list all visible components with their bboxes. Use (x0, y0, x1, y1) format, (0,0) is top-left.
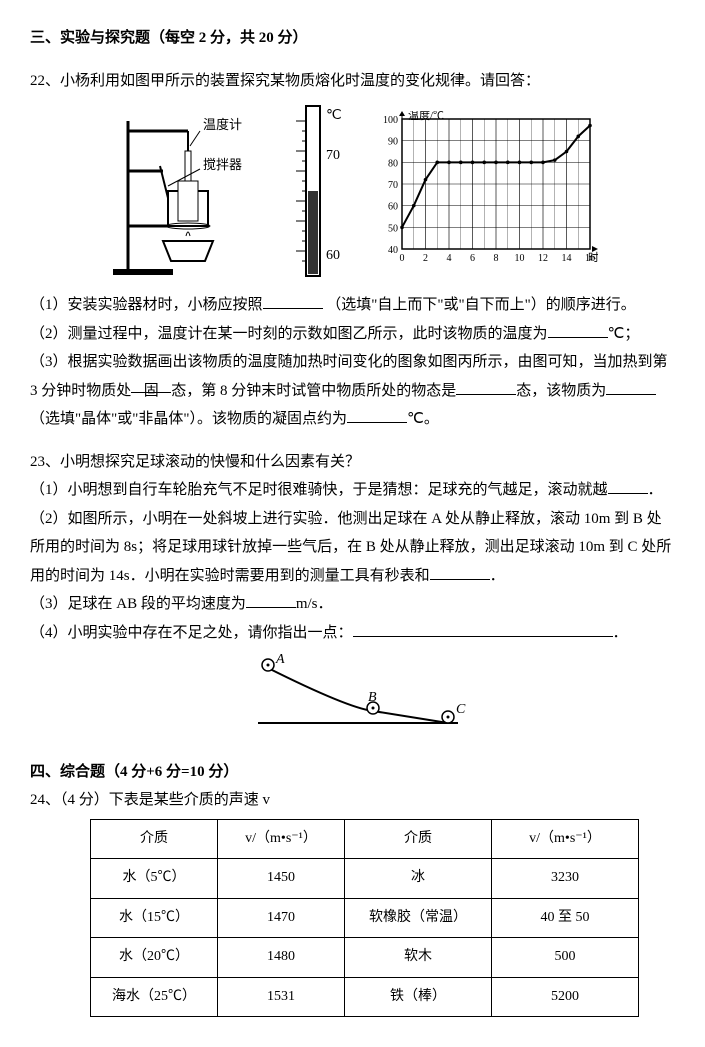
table-cell: 40 至 50 (492, 898, 639, 938)
svg-text:2: 2 (423, 253, 428, 264)
q22-p3c: 态，该物质为 (516, 383, 606, 399)
slope-diagram: A B C (228, 653, 478, 733)
q22-p2a: （2）测量过程中，温度计在某一时刻的示数如图乙所示，此时该物质的温度为 (30, 326, 548, 342)
svg-text:B: B (368, 690, 377, 705)
svg-text:搅拌器: 搅拌器 (203, 157, 242, 172)
q22-figures: 温度计 搅拌器 ℃ 70 60 40 50 60 70 80 90 100 0 2 4 6 8 10 12… (30, 101, 675, 281)
table-header: v/（m•s⁻¹） (218, 819, 345, 859)
svg-text:8: 8 (493, 253, 498, 264)
svg-text:12: 12 (538, 253, 548, 264)
svg-text:40: 40 (388, 245, 398, 256)
q22-p3b: 态，第 8 分钟末时试管中物质所处的物态是 (171, 383, 456, 399)
section3-heading: 三、实验与探究题（每空 2 分，共 20 分） (30, 24, 675, 53)
table-cell: 5200 (492, 977, 639, 1017)
q23-p4: （4）小明实验中存在不足之处，请你指出一点： ． (30, 619, 675, 648)
table-cell: 1450 (218, 859, 345, 899)
q22-blank1[interactable] (263, 293, 323, 309)
svg-text:0: 0 (399, 253, 404, 264)
table-cell: 水（15℃） (91, 898, 218, 938)
svg-text:10: 10 (514, 253, 524, 264)
svg-text:14: 14 (561, 253, 571, 264)
svg-text:80: 80 (388, 158, 398, 169)
q22-p3: （3）根据实验数据画出该物质的温度随加热时间变化的图象如图丙所示，由图可知，当加… (30, 348, 675, 434)
q22-blank4[interactable] (456, 379, 516, 395)
q22-blank3[interactable]: 固 (131, 377, 171, 393)
q23-diagram-wrap: A B C (30, 653, 675, 744)
svg-text:时间/min: 时间/min (588, 251, 598, 264)
svg-text:C: C (456, 702, 466, 717)
q23-p3: （3）足球在 AB 段的平均速度为 m/s． (30, 590, 675, 619)
q23-p1: （1）小明想到自行车轮胎充气不足时很难骑快，于是猜想：足球充的气越足，滚动就越 ． (30, 476, 675, 505)
svg-text:4: 4 (446, 253, 451, 264)
table-row: 水（15℃）1470软橡胶（常温）40 至 50 (91, 898, 639, 938)
svg-text:温度计: 温度计 (203, 117, 242, 132)
apparatus-figure: 温度计 搅拌器 (108, 111, 258, 281)
q22-blank2[interactable] (548, 322, 608, 338)
section4-heading: 四、综合题（4 分+6 分=10 分） (30, 758, 675, 787)
thermometer-figure: ℃ 70 60 (278, 101, 348, 281)
q22-blank5[interactable] (606, 379, 656, 395)
q23-p2a: （2）如图所示，小明在一处斜坡上进行实验．他测出足球在 A 处从静止释放，滚动 … (30, 511, 671, 584)
table-header: 介质 (91, 819, 218, 859)
table-row: 海水（25℃）1531铁（棒）5200 (91, 977, 639, 1017)
svg-text:90: 90 (388, 137, 398, 148)
table-row: 水（20℃）1480软木500 (91, 938, 639, 978)
table-cell: 水（5℃） (91, 859, 218, 899)
table-cell: 500 (492, 938, 639, 978)
q23-blank2[interactable] (430, 564, 490, 580)
table-cell: 水（20℃） (91, 938, 218, 978)
svg-text:70: 70 (388, 180, 398, 191)
table-cell: 1470 (218, 898, 345, 938)
table-cell: 3230 (492, 859, 639, 899)
q24-stem: 24、（4 分）下表是某些介质的声速 v (30, 786, 675, 815)
q22-stem: 22、小杨利用如图甲所示的装置探究某物质熔化时温度的变化规律。请回答： (30, 67, 675, 96)
table-header: 介质 (345, 819, 492, 859)
q23-blank3[interactable] (246, 592, 296, 608)
table-row: 水（5℃）1450冰3230 (91, 859, 639, 899)
q22-blank6[interactable] (347, 407, 407, 423)
melting-chart: 4050607080901000246810121416温度/℃时间/min (368, 111, 598, 281)
q22-p1b: （选填"自上而下"或"自下而上"）的顺序进行。 (326, 297, 636, 313)
q22-p2b: ℃； (608, 326, 640, 342)
svg-text:60: 60 (326, 248, 340, 263)
svg-text:℃: ℃ (326, 108, 342, 123)
table-cell: 铁（棒） (345, 977, 492, 1017)
q23-p3a: （3）足球在 AB 段的平均速度为 (30, 596, 246, 612)
q22-p1a: （1）安装实验器材时，小杨应按照 (30, 297, 263, 313)
table-cell: 冰 (345, 859, 492, 899)
svg-text:50: 50 (388, 223, 398, 234)
q23-p4a: （4）小明实验中存在不足之处，请你指出一点： (30, 625, 353, 641)
q22-p3d: （选填"晶体"或"非晶体"）。该物质的凝固点约为 (30, 411, 347, 427)
svg-text:6: 6 (470, 253, 475, 264)
q22-p3e: ℃。 (407, 411, 439, 427)
q23-p3b: m/s． (296, 596, 333, 612)
table-cell: 软橡胶（常温） (345, 898, 492, 938)
table-cell: 1480 (218, 938, 345, 978)
table-cell: 海水（25℃） (91, 977, 218, 1017)
sound-speed-table: 介质v/（m•s⁻¹）介质v/（m•s⁻¹） 水（5℃）1450冰3230水（1… (90, 819, 639, 1018)
table-cell: 软木 (345, 938, 492, 978)
q22-p1: （1）安装实验器材时，小杨应按照 （选填"自上而下"或"自下而上"）的顺序进行。 (30, 291, 675, 320)
q23-blank4[interactable] (353, 621, 613, 637)
svg-text:100: 100 (383, 115, 398, 126)
q23-stem: 23、小明想探究足球滚动的快慢和什么因素有关？ (30, 448, 675, 477)
q23-p4b: ． (613, 625, 628, 641)
svg-text:温度/℃: 温度/℃ (408, 111, 444, 122)
table-cell: 1531 (218, 977, 345, 1017)
svg-text:A: A (275, 653, 285, 667)
q23-p2: （2）如图所示，小明在一处斜坡上进行实验．他测出足球在 A 处从静止释放，滚动 … (30, 505, 675, 591)
q23-blank1[interactable] (608, 478, 648, 494)
svg-text:60: 60 (388, 202, 398, 213)
q23-p2b: ． (490, 568, 505, 584)
q23-p1b: ． (648, 482, 663, 498)
q23-p1a: （1）小明想到自行车轮胎充气不足时很难骑快，于是猜想：足球充的气越足，滚动就越 (30, 482, 608, 498)
svg-text:70: 70 (326, 148, 340, 163)
q22-p2: （2）测量过程中，温度计在某一时刻的示数如图乙所示，此时该物质的温度为 ℃； (30, 320, 675, 349)
table-header: v/（m•s⁻¹） (492, 819, 639, 859)
